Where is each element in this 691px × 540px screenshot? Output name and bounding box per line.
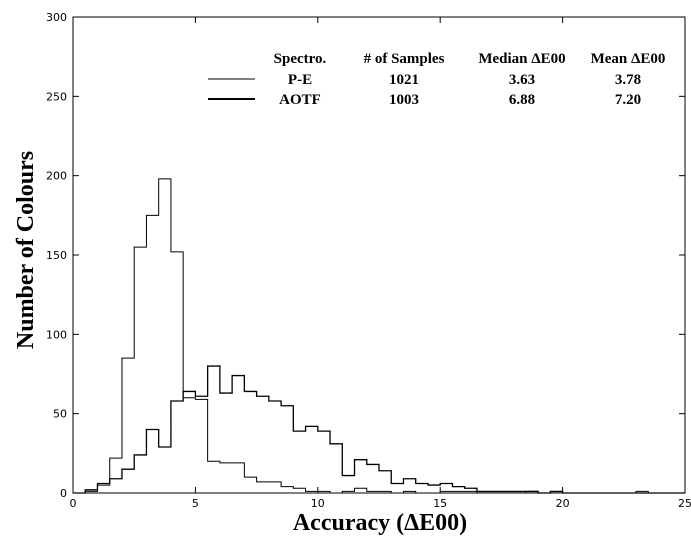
y-tick-label: 250: [46, 90, 67, 103]
series-p-e-line: [73, 178, 685, 494]
x-axis-title: Accuracy (ΔE00): [293, 510, 467, 536]
legend-header-median: Median ΔE00: [478, 51, 565, 67]
x-tick-label: 10: [311, 497, 325, 510]
y-tick-label: 300: [46, 11, 67, 24]
legend-aotf-samples: 1003: [389, 92, 419, 108]
legend: Spectro. # of Samples Median ΔE00 Mean Δ…: [208, 51, 665, 108]
legend-header-mean: Mean ΔE00: [591, 51, 666, 67]
series-aotf-line: [73, 365, 685, 494]
legend-aotf-spectro: AOTF: [279, 92, 321, 108]
legend-pe-mean: 3.78: [615, 72, 641, 88]
x-tick-label: 5: [192, 497, 199, 510]
plot-frame: [72, 16, 686, 494]
x-tick-label: 0: [70, 497, 77, 510]
y-tick-label: 200: [46, 170, 67, 183]
legend-pe-samples: 1021: [389, 72, 419, 88]
legend-pe-median: 3.63: [509, 72, 535, 88]
legend-header-samples: # of Samples: [364, 51, 445, 67]
legend-header-spectro: Spectro.: [274, 51, 327, 67]
histogram-series: [73, 178, 685, 494]
legend-aotf-mean: 7.20: [615, 92, 641, 108]
y-axis-title: Number of Colours: [13, 151, 39, 349]
y-tick-label: 150: [46, 249, 67, 262]
x-tick-label: 15: [433, 497, 447, 510]
y-tick-label: 50: [53, 408, 67, 421]
x-tick-label: 20: [556, 497, 570, 510]
y-tick-label: 0: [60, 487, 67, 500]
y-tick-label: 100: [46, 328, 67, 341]
legend-pe-spectro: P-E: [288, 72, 312, 88]
x-tick-label: 25: [678, 497, 691, 510]
legend-aotf-median: 6.88: [509, 92, 535, 108]
